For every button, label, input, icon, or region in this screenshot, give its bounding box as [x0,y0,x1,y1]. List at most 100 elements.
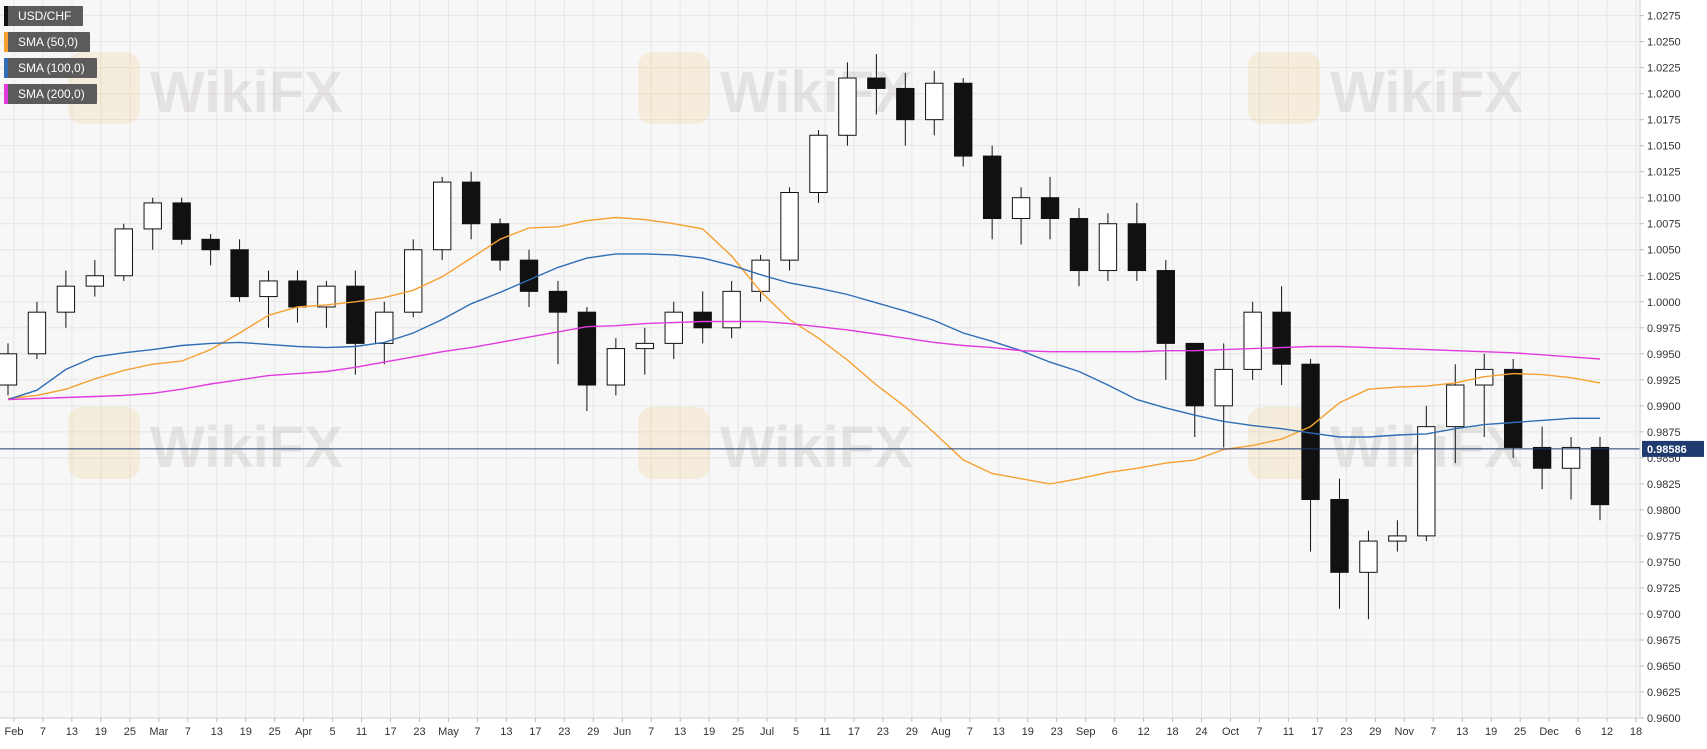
time-tick-label: 7 [648,726,654,738]
sma-line-0 [7,216,1601,485]
candle-body [1040,197,1060,220]
watermark-layer: WikiFX WikiFX WikiFX WikiFX WikiFX WikiFX [68,52,1523,480]
candle [404,239,423,318]
legend-label-sma-200: SMA (200,0) [18,87,85,101]
candle-body [780,192,799,261]
time-axis: Feb 7 13 19 25 Mar 7 13 19 25 Apr 5 11 17 23 May 7 13 17 23… [5,718,1642,738]
time-tick-label: 7 [967,726,973,738]
time-tick-label: 6 [1575,726,1581,738]
candle [751,254,770,302]
time-tick-label: 11 [356,726,367,738]
candle-body [461,181,481,225]
candle [1532,426,1552,490]
time-tick-label: 25 [124,726,136,738]
candle [867,54,886,115]
legend-swatch-usdchf [4,6,8,26]
price-tick-label: 1.0200 [1647,89,1681,101]
candle-body [1330,498,1349,573]
watermark-logo-icon [1248,52,1320,124]
candle-body [577,311,597,386]
price-tick-label: 0.9800 [1647,505,1681,517]
candle-body [27,311,47,355]
watermark: WikiFX [1248,52,1523,125]
sma-layer [7,216,1601,485]
price-tick-label: 0.9625 [1647,687,1681,699]
price-tick-label: 1.0275 [1647,11,1681,23]
time-tick-label: 7 [1256,726,1262,738]
time-tick-label: 29 [587,726,599,738]
candle-body [230,249,249,298]
candle-body [85,275,105,287]
time-tick-label: 13 [211,726,223,738]
candle [1417,405,1436,542]
time-tick-label: 19 [95,726,107,738]
time-tick-label: Dec [1539,726,1559,738]
price-tick-label: 1.0175 [1647,115,1681,127]
price-tick-label: 0.9650 [1647,661,1681,673]
candle-body [1127,223,1147,272]
price-tick-label: 1.0100 [1647,193,1681,205]
candle-body [1185,342,1204,407]
watermark: WikiFX [68,52,343,125]
price-tick-label: 0.9675 [1647,635,1681,647]
candle [143,197,162,250]
price-tick-label: 0.9775 [1647,531,1681,543]
candle-body [925,82,944,121]
candle-body [375,311,394,344]
time-tick-label: 18 [1166,726,1178,738]
legend-item-sma-100[interactable]: SMA (100,0) [4,58,97,78]
time-tick-label: 7 [1430,726,1436,738]
time-tick-label: Nov [1395,726,1415,738]
candle [1330,478,1349,609]
watermark: WikiFX [638,52,913,125]
candle [201,234,220,266]
time-tick-label: 23 [413,726,425,738]
candle [1561,437,1581,500]
candle [1446,364,1465,464]
candle [577,306,597,412]
candle [259,270,278,328]
time-tick-label: 23 [558,726,570,738]
watermark-text: WikiFX [1330,60,1523,125]
legend-swatch-sma-50 [4,32,8,52]
price-tick-label: 0.9950 [1647,349,1681,361]
time-tick-label: 7 [185,726,191,738]
grid-layer [0,0,1640,719]
legend-item-usdchf[interactable]: USD/CHF [4,6,84,26]
legend-item-sma-50[interactable]: SMA (50,0) [4,32,91,52]
candle-body [432,181,452,251]
time-tick-label: 25 [1514,726,1526,738]
sma-line-1 [7,253,1600,438]
price-tick-label: 1.0125 [1647,167,1681,179]
candle-body [172,202,191,240]
candle-body [1590,446,1610,506]
candle-layer[interactable] [0,54,1610,620]
time-tick-label: 23 [877,726,889,738]
price-tick-label: 0.9750 [1647,557,1681,569]
price-tick-label: 0.9725 [1647,583,1681,595]
candle-body [259,280,278,298]
candle-body [606,348,626,386]
time-tick-label: Sep [1076,726,1096,738]
legend-item-sma-200[interactable]: SMA (200,0) [4,84,97,104]
candle-body [519,259,539,292]
price-tick-label: 1.0050 [1647,245,1681,257]
candle [172,197,191,245]
time-tick-label: 18 [1630,726,1642,738]
candle [1069,208,1089,287]
time-tick-label: Apr [295,726,312,738]
time-tick-label: 25 [269,726,281,738]
price-axis: 0.9600 0.9625 0.9650 0.9675 0.9700 0.9725 0.97… [1640,11,1681,725]
time-tick-label: 24 [1195,726,1207,738]
time-tick-label: 17 [384,726,396,738]
price-axis-background [1640,0,1707,744]
time-tick-label: 29 [1369,726,1381,738]
legend-label-sma-50: SMA (50,0) [18,35,79,49]
last-price-tag: 0.98586 [1642,440,1704,457]
candle [56,270,76,328]
candle [809,130,828,203]
candle-body [1069,218,1089,272]
candle-body [1388,535,1407,542]
time-tick-label: Oct [1222,726,1239,738]
